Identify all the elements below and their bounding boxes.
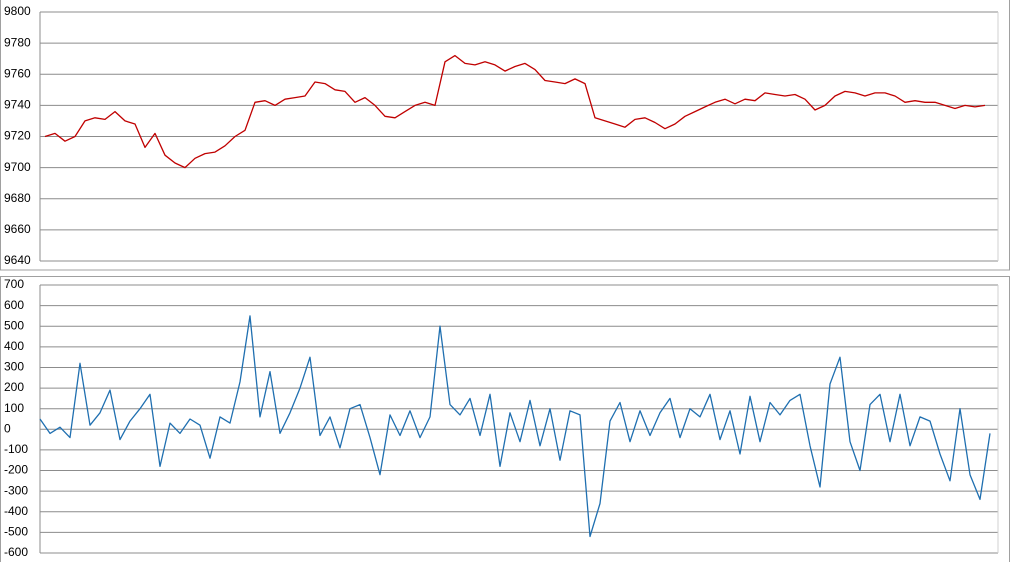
y-tick-label: 300 <box>4 360 24 374</box>
y-tick-label: 9720 <box>4 129 31 143</box>
data-line <box>44 54 986 169</box>
y-tick-label: 200 <box>4 380 24 394</box>
y-tick-label: 400 <box>4 339 24 353</box>
y-tick-label: -100 <box>4 442 28 456</box>
data-line <box>39 315 991 538</box>
y-tick-label: 9640 <box>4 253 31 267</box>
y-tick-label: 9700 <box>4 160 31 174</box>
y-tick-label: 9780 <box>4 35 31 49</box>
y-tick-label: 9760 <box>4 66 31 80</box>
y-tick-label: -300 <box>4 483 28 497</box>
y-tick-label: -200 <box>4 463 28 477</box>
y-tick-label: 9680 <box>4 191 31 205</box>
y-tick-label: 500 <box>4 318 24 332</box>
y-tick-label: -600 <box>4 545 28 559</box>
y-tick-label: 9660 <box>4 222 31 236</box>
chart-frame <box>0 0 1010 271</box>
y-tick-label: 600 <box>4 298 24 312</box>
y-tick-label: 700 <box>4 277 24 291</box>
y-tick-label: -500 <box>4 525 28 539</box>
y-tick-label: -400 <box>4 504 28 518</box>
y-tick-label: 9800 <box>4 4 31 18</box>
y-tick-label: 0 <box>4 421 11 435</box>
chart-frame <box>0 276 1010 562</box>
y-tick-label: 100 <box>4 401 24 415</box>
y-tick-label: 9740 <box>4 98 31 112</box>
